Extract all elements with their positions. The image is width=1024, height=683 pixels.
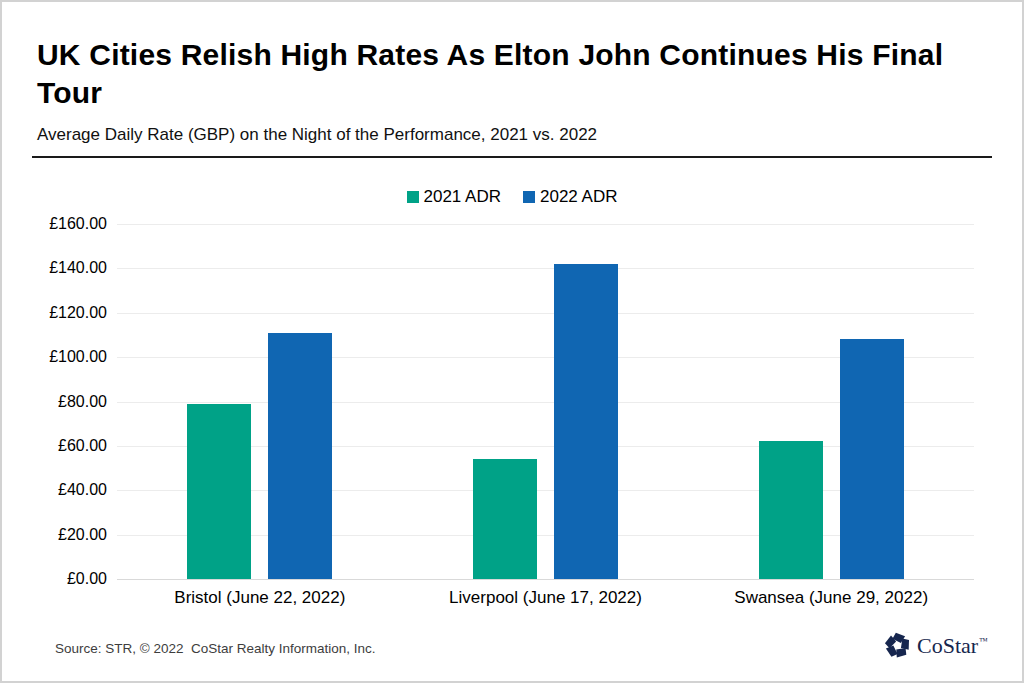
x-category-label: Liverpool (June 17, 2022): [403, 588, 689, 608]
y-tick-label: £100.00: [49, 348, 107, 366]
costar-logo: CoStar™: [884, 632, 988, 659]
y-tick-label: £40.00: [58, 481, 107, 499]
legend-item: 2022 ADR: [523, 187, 618, 207]
y-tick-label: £0.00: [67, 570, 107, 588]
legend-item: 2021 ADR: [407, 187, 502, 207]
header-divider: [32, 156, 992, 158]
bar: [473, 459, 537, 579]
chart-legend: 2021 ADR 2022 ADR: [2, 187, 1022, 207]
costar-logo-text: CoStar™: [917, 633, 988, 659]
x-category-label: Bristol (June 22, 2022): [117, 588, 403, 608]
legend-swatch: [407, 191, 419, 203]
plot-area: [117, 224, 974, 579]
legend-label: 2021 ADR: [424, 187, 502, 207]
bar-groups: [117, 224, 974, 579]
chart-subtitle: Average Daily Rate (GBP) on the Night of…: [37, 125, 992, 145]
source-note: Source: STR, © 2022 CoStar Realty Inform…: [55, 641, 376, 656]
y-tick-label: £120.00: [49, 304, 107, 322]
y-axis-labels: £160.00£140.00£120.00£100.00£80.00£60.00…: [2, 224, 107, 579]
costar-pinwheel-icon: [884, 632, 911, 659]
bar: [840, 339, 904, 579]
y-tick-label: £80.00: [58, 393, 107, 411]
bar-group: [117, 224, 403, 579]
bar: [759, 441, 823, 579]
bar: [187, 404, 251, 579]
chart-card: UK Cities Relish High Rates As Elton Joh…: [0, 0, 1024, 683]
legend-label: 2022 ADR: [540, 187, 618, 207]
bar: [554, 264, 618, 579]
bar: [268, 333, 332, 579]
y-tick-label: £160.00: [49, 215, 107, 233]
trademark-symbol: ™: [979, 636, 988, 646]
y-tick-label: £60.00: [58, 437, 107, 455]
bar-group: [688, 224, 974, 579]
bar-group: [403, 224, 689, 579]
x-category-label: Swansea (June 29, 2022): [688, 588, 974, 608]
y-tick-label: £20.00: [58, 526, 107, 544]
page-title: UK Cities Relish High Rates As Elton Joh…: [37, 36, 992, 112]
gridline: [117, 579, 974, 580]
y-tick-label: £140.00: [49, 259, 107, 277]
x-axis-labels: Bristol (June 22, 2022)Liverpool (June 1…: [117, 588, 974, 608]
legend-swatch: [523, 191, 535, 203]
